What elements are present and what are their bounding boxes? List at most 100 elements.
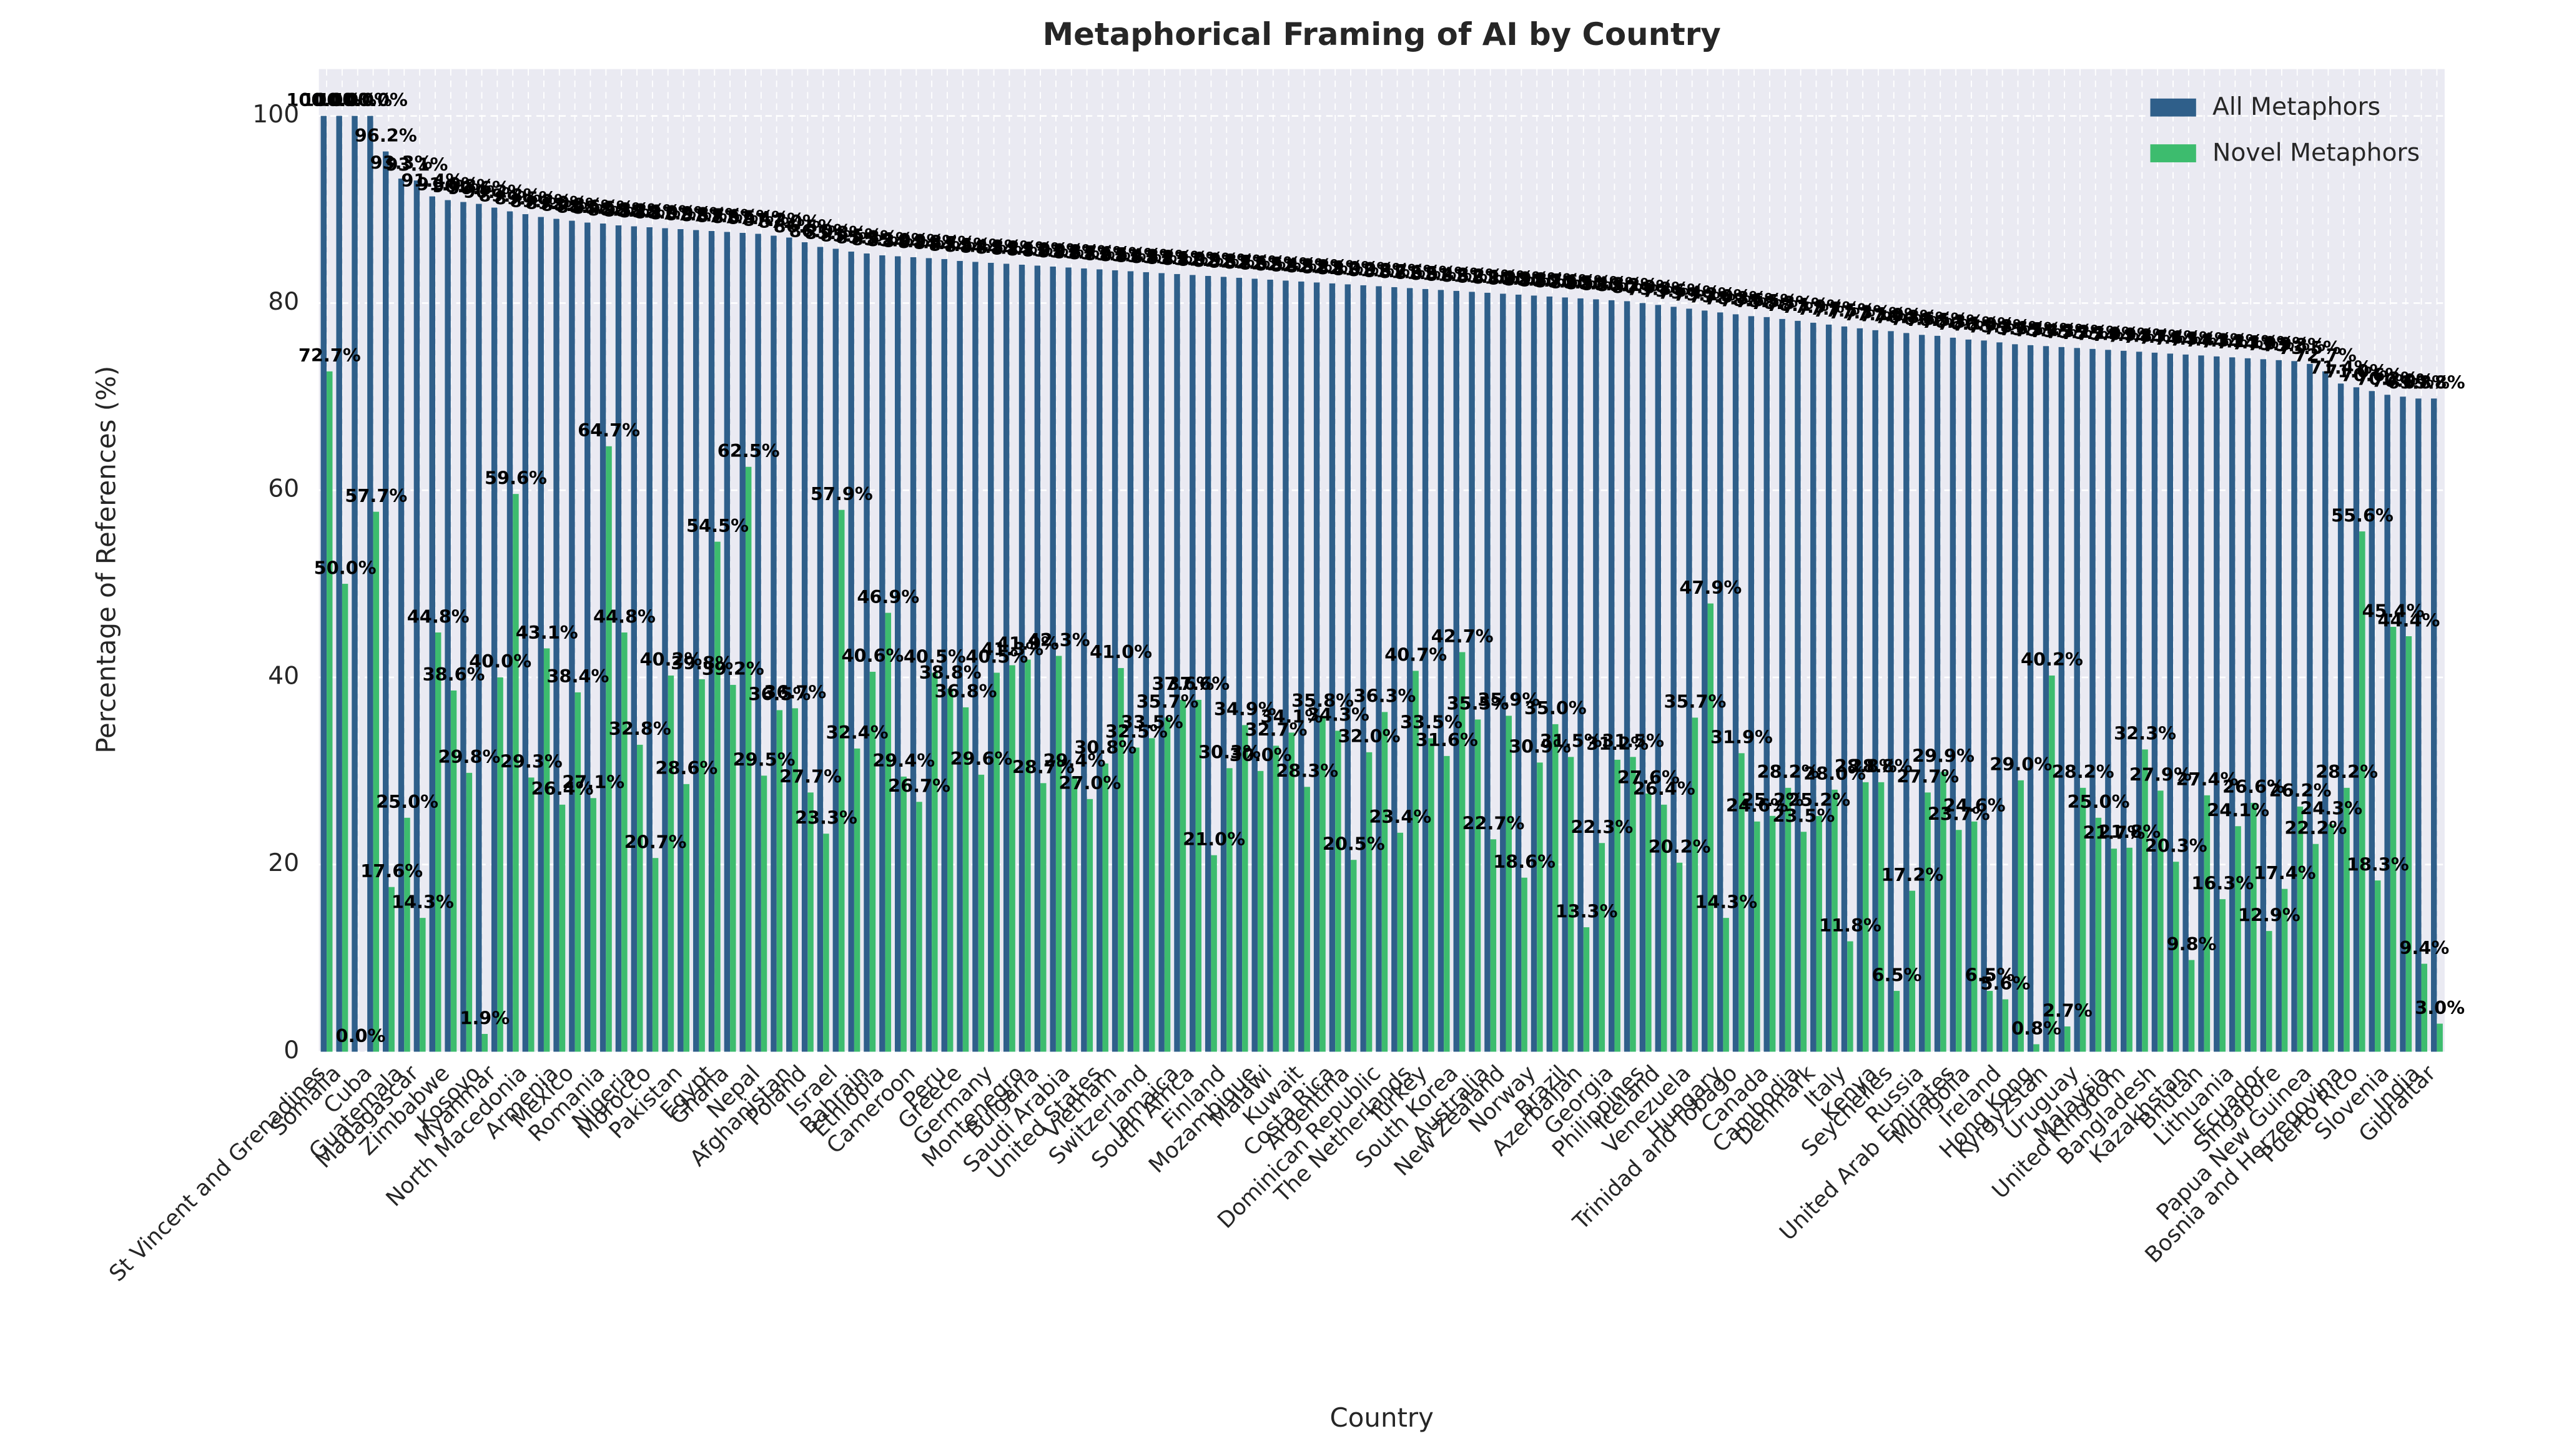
value-label: 70.0% <box>2372 370 2434 391</box>
bar <box>1226 768 1233 1052</box>
bar <box>1609 300 1615 1052</box>
value-label: 64.7% <box>578 420 640 441</box>
value-label: 85.0% <box>867 230 929 251</box>
bar <box>864 253 870 1052</box>
value-label: 91.0% <box>417 174 479 195</box>
value-label: 87.9% <box>649 202 712 224</box>
value-label: 85.8% <box>804 222 867 243</box>
value-label: 23.5% <box>1772 805 1835 827</box>
bar <box>1847 941 1853 1052</box>
bar <box>1515 294 1522 1052</box>
bar <box>1180 699 1186 1052</box>
value-label: 89.5% <box>494 187 556 209</box>
bar <box>497 677 503 1052</box>
bar <box>1474 719 1481 1052</box>
value-label: 31.9% <box>1710 727 1773 748</box>
value-label: 21.7% <box>2083 822 2145 844</box>
value-label: 80.7% <box>1518 270 1580 291</box>
value-label: 74.3% <box>2186 330 2248 351</box>
bar <box>1537 762 1543 1052</box>
value-label: 29.5% <box>733 749 796 770</box>
value-label: 25.2% <box>1742 789 1804 810</box>
bar <box>1344 284 1351 1052</box>
value-label: 36.8% <box>935 681 997 702</box>
bar <box>1257 770 1264 1052</box>
value-label: 74.6% <box>2139 327 2201 348</box>
bar <box>559 804 566 1052</box>
bar <box>1469 292 1475 1052</box>
bar <box>1065 267 1072 1052</box>
bar <box>962 707 969 1052</box>
bar <box>1164 717 1171 1052</box>
bar <box>1351 860 1357 1052</box>
bar <box>1490 839 1497 1052</box>
value-label: 20.3% <box>2145 835 2207 857</box>
bar <box>678 229 684 1052</box>
bar <box>466 772 473 1052</box>
bar <box>1717 312 1723 1052</box>
value-label: 38.8% <box>919 662 982 683</box>
bar <box>807 792 814 1052</box>
value-label: 29.3% <box>500 751 563 772</box>
bar <box>652 858 659 1052</box>
y-tick-label: 40 <box>268 662 299 690</box>
value-label: 35.9% <box>1477 689 1540 711</box>
value-label: 20.5% <box>1323 834 1385 855</box>
value-label: 80.5% <box>1549 272 1612 293</box>
value-label: 84.5% <box>929 234 991 255</box>
value-label: 35.8% <box>1291 690 1354 711</box>
value-label: 28.2% <box>1757 761 1820 782</box>
value-label: 32.7% <box>1245 719 1308 740</box>
value-label: 26.4% <box>1633 778 1695 799</box>
bar <box>2049 675 2055 1052</box>
value-label: 24.6% <box>1943 795 2006 816</box>
value-label: 35.7% <box>1137 691 1199 712</box>
value-label: 81.5% <box>1394 262 1457 283</box>
value-label: 87.5% <box>711 206 774 227</box>
value-label: 78.3% <box>1751 292 1813 313</box>
bar <box>1050 266 1056 1052</box>
bar <box>1986 991 1993 1052</box>
bar <box>776 710 783 1052</box>
bar <box>1940 772 1946 1052</box>
value-label: 81.6% <box>1379 262 1441 283</box>
value-label: 74.2% <box>2201 331 2264 352</box>
value-label: 89.0% <box>525 192 588 214</box>
value-label: 45.4% <box>2362 600 2425 621</box>
value-label: 28.2% <box>2315 761 2378 782</box>
bar <box>714 541 721 1052</box>
bar <box>1288 732 1295 1052</box>
value-label: 32.4% <box>826 722 889 743</box>
value-label: 74.8% <box>2108 325 2171 347</box>
bar <box>1040 783 1047 1052</box>
value-label: 83.7% <box>1053 242 1115 263</box>
value-label: 29.8% <box>438 746 500 767</box>
bar <box>801 242 808 1052</box>
value-label: 81.2% <box>1441 265 1503 287</box>
bar <box>925 258 932 1052</box>
legend-swatch <box>2150 98 2196 117</box>
bar <box>910 257 917 1052</box>
value-label: 34.1% <box>1260 706 1323 727</box>
value-label: 80.0% <box>1611 277 1674 298</box>
bar <box>1748 316 1755 1052</box>
value-label: 32.0% <box>1338 726 1401 747</box>
bar <box>2095 817 2102 1052</box>
bar <box>1856 328 1863 1052</box>
value-label: 100.0% <box>302 89 377 111</box>
bar <box>1397 832 1404 1052</box>
bar <box>1376 286 1382 1052</box>
bar <box>1428 738 1434 1052</box>
value-label: 87.7% <box>681 204 743 225</box>
value-label: 35.7% <box>1664 691 1726 712</box>
value-label: 75.3% <box>2030 320 2093 342</box>
bar <box>2359 531 2365 1052</box>
bar <box>373 511 380 1052</box>
bar <box>755 234 761 1052</box>
value-label: 88.5% <box>572 197 634 218</box>
value-label: 41.0% <box>1090 641 1152 662</box>
value-label: 20.2% <box>1649 836 1711 857</box>
value-label: 83.3% <box>1115 245 1177 267</box>
value-label: 26.4% <box>531 778 594 799</box>
bar <box>1707 603 1713 1052</box>
